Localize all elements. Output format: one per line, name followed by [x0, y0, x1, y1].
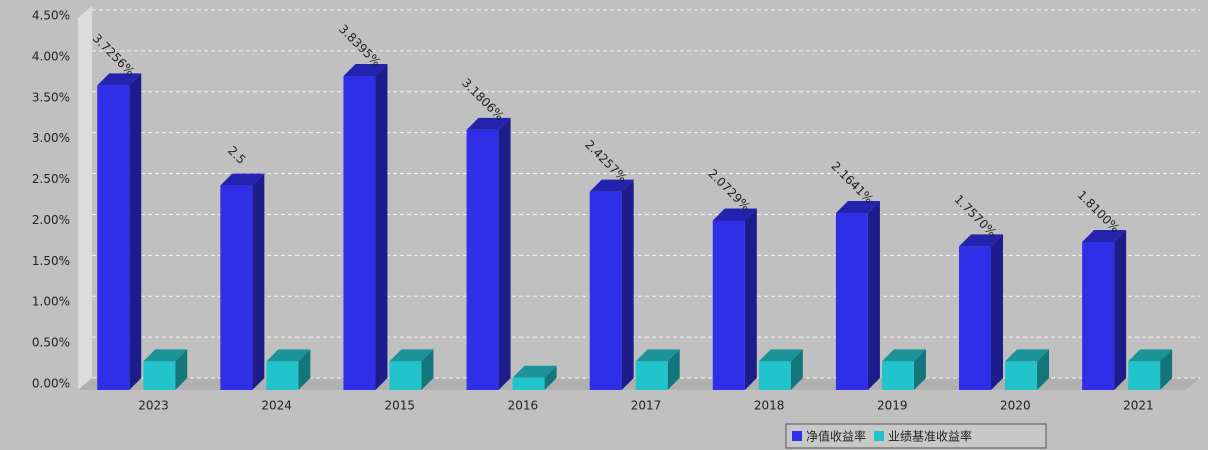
y-tick-label: 1.50% [32, 254, 70, 268]
x-tick-label: 2019 [877, 399, 908, 413]
bar [1128, 361, 1161, 390]
y-tick-label: 2.50% [32, 172, 70, 186]
bar [589, 191, 622, 390]
legend-label: 净值收益率 [806, 429, 866, 444]
bar-top [97, 73, 142, 86]
bar-side [375, 64, 388, 390]
x-tick-label: 2021 [1123, 399, 1154, 413]
bar-top [635, 349, 680, 362]
y-tick-label: 4.50% [32, 9, 70, 23]
bar-top [220, 173, 265, 186]
bar-top [512, 365, 557, 378]
bar [343, 76, 376, 390]
bar [1005, 361, 1038, 390]
bar-top [835, 201, 880, 214]
bar-side [498, 117, 511, 391]
bar-side [129, 73, 142, 391]
bar [466, 129, 499, 391]
bar [97, 85, 130, 391]
y-tick-label: 4.00% [32, 49, 70, 63]
y-wall [78, 6, 92, 390]
bar [1082, 241, 1115, 390]
bar [266, 361, 299, 390]
bar-top [343, 64, 388, 77]
bar-top [389, 349, 434, 362]
legend-label: 业绩基准收益率 [888, 429, 972, 444]
bar-top [1005, 349, 1050, 362]
bar-top [959, 234, 1004, 247]
legend-swatch [874, 431, 885, 441]
bar-side [1114, 229, 1127, 390]
bar-top [758, 349, 803, 362]
bar-top [1128, 349, 1173, 362]
x-tick-label: 2020 [1000, 399, 1031, 413]
bar-side [667, 349, 680, 390]
x-tick-label: 2017 [631, 399, 662, 413]
x-tick-label: 2016 [508, 399, 539, 413]
bar-side [991, 234, 1004, 390]
bar [389, 361, 422, 390]
bar-side [1037, 349, 1050, 390]
bar-side [867, 201, 880, 390]
bar-top [589, 179, 634, 192]
bar [143, 361, 176, 390]
y-tick-label: 3.00% [32, 131, 70, 145]
legend-box [785, 423, 1047, 449]
bar-side [544, 365, 557, 390]
x-tick-label: 2023 [138, 399, 169, 413]
bar [712, 220, 745, 390]
bar-top [881, 349, 926, 362]
y-tick-label: 0.50% [32, 336, 70, 350]
bar-side [621, 179, 634, 390]
bar [959, 246, 992, 390]
bar-side [913, 349, 926, 390]
legend-swatch [792, 431, 802, 441]
x-tick-label: 2018 [754, 399, 785, 413]
bar [758, 361, 791, 390]
bar-side [744, 208, 757, 390]
y-tick-label: 0.00% [32, 377, 70, 391]
bar [635, 361, 668, 390]
bar [881, 361, 914, 390]
x-tick-label: 2015 [385, 399, 416, 413]
bar-top [143, 349, 188, 362]
bar-side [790, 349, 803, 390]
bar-side [252, 173, 265, 390]
bar [512, 377, 545, 390]
bar-side [1160, 349, 1173, 390]
bar [835, 213, 868, 390]
x-tick-label: 2024 [261, 399, 292, 413]
y-tick-label: 3.50% [32, 90, 70, 104]
bar-top [466, 117, 511, 130]
legend: 净值收益率 业绩基准收益率 [785, 423, 1047, 449]
y-tick-label: 1.00% [32, 295, 70, 309]
bar-side [175, 349, 188, 390]
bar-top [266, 349, 311, 362]
bar-side [421, 349, 434, 390]
y-tick-label: 2.00% [32, 213, 70, 227]
bar-top [712, 208, 757, 221]
bar-side [298, 349, 311, 390]
bar [220, 185, 253, 390]
bar-top [1082, 229, 1127, 242]
